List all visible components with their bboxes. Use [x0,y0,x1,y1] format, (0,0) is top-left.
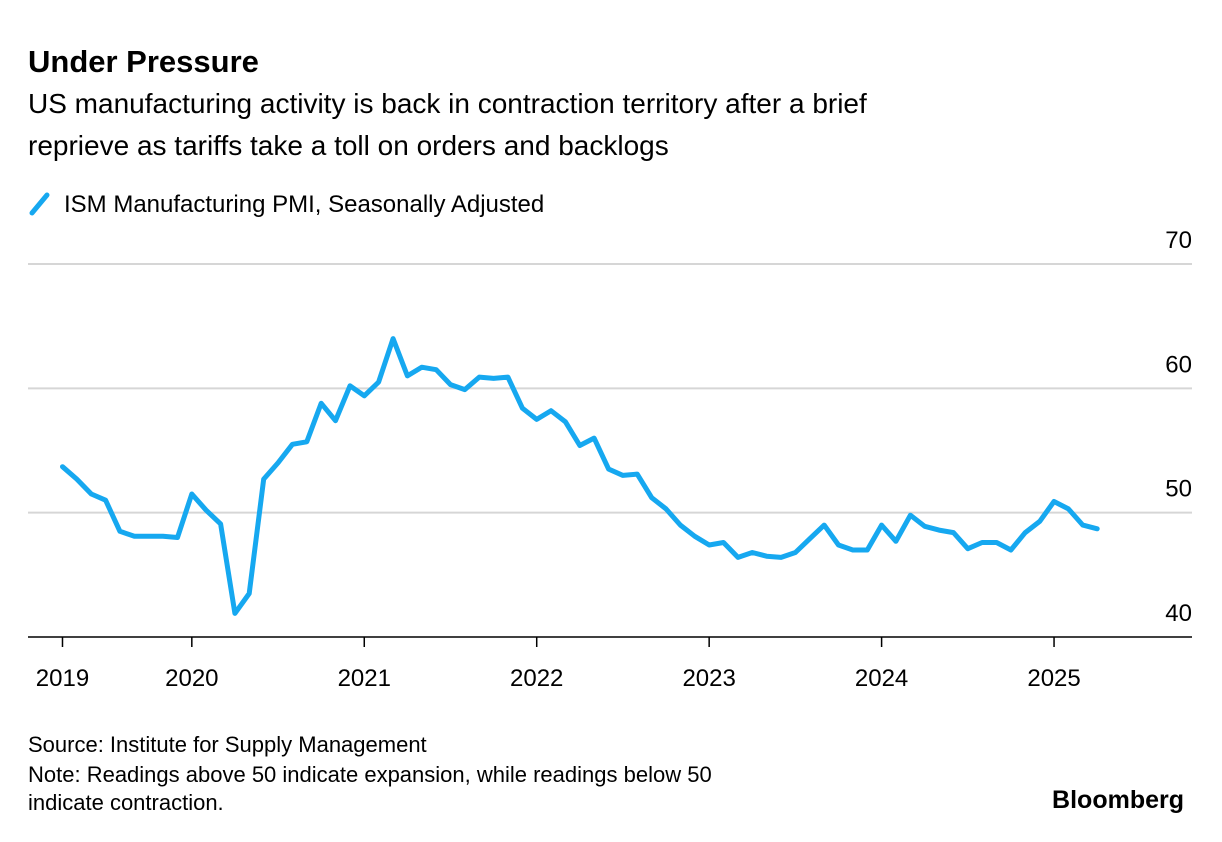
legend-label: ISM Manufacturing PMI, Seasonally Adjust… [64,191,544,218]
y-tick-label: 70 [1165,227,1192,254]
x-tick-label: 2023 [682,665,735,692]
brand: Bloomberg [1052,786,1184,814]
note: Note: Readings above 50 indicate expansi… [28,762,712,787]
chart-title: Under Pressure [28,44,259,79]
series-line [60,336,1100,616]
x-tick-label: 2022 [510,665,563,692]
note: indicate contraction. [28,790,224,815]
source: Source: Institute for Supply Management [28,732,427,757]
x-tick-label: 2019 [36,665,89,692]
x-tick-label: 2020 [165,665,218,692]
subtitle: reprieve as tariffs take a toll on order… [28,130,669,161]
x-tick-label: 2024 [855,665,908,692]
x-tick-label: 2021 [338,665,391,692]
subtitle: US manufacturing activity is back in con… [28,88,867,119]
y-tick-label: 50 [1165,476,1192,503]
y-tick-label: 40 [1165,600,1192,627]
y-tick-label: 60 [1165,351,1192,378]
x-tick-label: 2025 [1027,665,1080,692]
legend-swatch [29,192,50,216]
